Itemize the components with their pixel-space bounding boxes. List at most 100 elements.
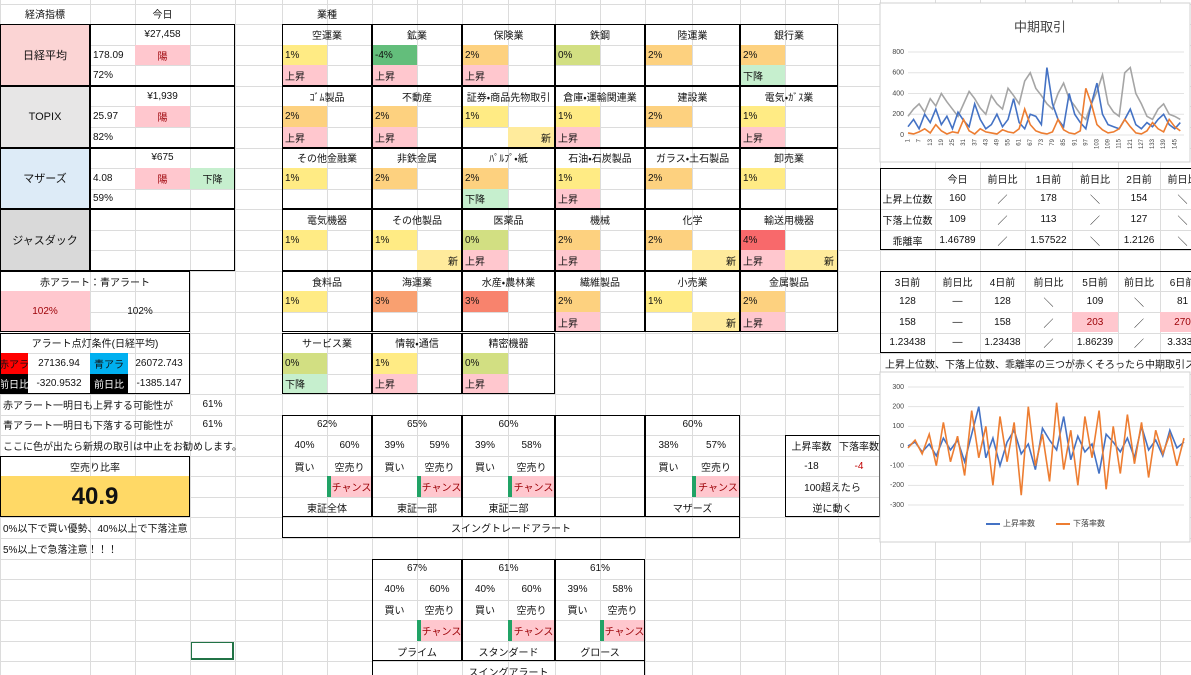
sector-change: 1% (740, 168, 785, 189)
swing-rate: 60% (682, 419, 703, 431)
sector-name: 不動産 (402, 92, 432, 104)
sector-change: 2% (282, 106, 327, 127)
alert-value: 27136.94 (38, 357, 80, 369)
sector-change: 2% (555, 291, 600, 312)
counter-note: 逆に動く (812, 503, 853, 515)
alert-title: 赤アラート：青アラート (40, 277, 150, 289)
alert-probability: 61% (202, 398, 223, 410)
swing-buy: 買い (475, 462, 495, 474)
x-tick-label: 109 (1106, 138, 1112, 149)
swing-buy: 買い (384, 606, 405, 618)
sector-name: 医薬品 (493, 215, 524, 227)
sector-name: 海運業 (402, 277, 432, 289)
trend-cell: 109 (1086, 296, 1104, 308)
trend-header: 前日比 (942, 277, 973, 289)
x-tick-label: 25 (950, 138, 956, 145)
x-tick-label: 7 (917, 138, 923, 142)
sector-status: 上昇 (462, 250, 508, 271)
series-line (907, 67, 1181, 131)
y-tick-label: 100 (892, 423, 904, 430)
trend-cell: 109 (949, 213, 966, 225)
y-tick-label: 200 (892, 404, 904, 411)
trend-cell: 128 (994, 296, 1011, 308)
cell-grid (0, 394, 1191, 396)
index-price: ¥27,458 (144, 29, 181, 41)
sector-name: 証券・商品先物取引 (466, 92, 551, 104)
sector-change: 0% (462, 229, 508, 251)
trend-cell: 178 (1040, 193, 1057, 205)
selected-cell[interactable] (190, 641, 234, 660)
x-tick-label: 133 (1150, 138, 1156, 149)
legend-label: 下落率数 (1073, 518, 1105, 528)
border-box (0, 24, 90, 86)
trend-header: 2日前 (1126, 174, 1152, 186)
swing-buy-pct: 40% (384, 583, 405, 595)
trend-cell: ＼ (1177, 236, 1188, 248)
index-candle: 陽 (135, 44, 190, 66)
trend-cell: 3.3333 (1167, 337, 1191, 349)
border-box (372, 270, 462, 333)
sector-status: 上昇 (555, 127, 600, 148)
y-tick-label: 800 (892, 49, 904, 56)
trend-cell: 158 (899, 316, 916, 328)
x-tick-label: 61 (1017, 138, 1023, 145)
index-ratio: 59% (93, 193, 114, 205)
border-box (372, 209, 462, 271)
trend-cell: 160 (949, 193, 966, 205)
alert-text: 赤アラート一明日も上昇する可能性が (3, 400, 173, 412)
trend-header: 4日前 (989, 277, 1016, 289)
y-tick-label: 400 (892, 90, 904, 97)
cell-grid (508, 0, 509, 675)
cell-grid (190, 0, 191, 675)
cell-grid (417, 0, 418, 675)
header-cell: 経済指標 (25, 10, 65, 22)
short-ratio-title: 空売り比率 (70, 462, 120, 474)
sector-name: 電気機器 (307, 215, 347, 227)
swing-buy: 買い (567, 606, 588, 618)
series-line (907, 402, 1185, 496)
sector-change: 1% (282, 44, 327, 66)
sector-change: 2% (645, 229, 692, 251)
sector-name: ﾊﾟﾙﾌﾟ・紙 (489, 154, 528, 166)
alert-note: ここに色が出たら新規の取引は中止をお勧めします。 (3, 442, 242, 454)
sector-name: ｺﾞﾑ製品 (309, 92, 345, 104)
x-tick-label: 85 (1061, 138, 1067, 145)
x-tick-label: 73 (1039, 138, 1045, 145)
trend-cell: 128 (899, 296, 916, 308)
index-ratio: 82% (93, 131, 114, 143)
cell-grid (1072, 0, 1073, 675)
x-tick-label: 43 (983, 138, 989, 145)
sector-change: 0% (462, 353, 508, 374)
series-line (907, 88, 1181, 135)
trend-cell: 154 (1130, 193, 1148, 205)
y-tick-label: -300 (890, 502, 904, 509)
sector-change: 1% (555, 168, 600, 189)
cell-grid (90, 0, 91, 675)
sector-name: 石油・石炭製品 (568, 154, 632, 166)
swing-sell-pct: 60% (521, 583, 542, 595)
sector-status: 上昇 (372, 373, 417, 395)
index-price: ¥675 (151, 152, 174, 164)
swing-sell: 空売り (334, 462, 365, 474)
cell-grid (0, 640, 1191, 642)
x-tick-label: 37 (972, 138, 978, 145)
border-box (282, 24, 372, 86)
border-box (0, 209, 90, 271)
sector-status: 上昇 (740, 250, 785, 271)
cell-grid (838, 0, 839, 675)
index-change: 25.97 (93, 111, 119, 123)
border-box (282, 147, 372, 210)
sector-status: 上昇 (740, 127, 785, 148)
x-tick-label: 127 (1139, 138, 1145, 149)
border-box (282, 209, 372, 271)
border-box (462, 85, 555, 148)
swing-sell-pct: 58% (521, 440, 542, 452)
sector-change: 1% (462, 106, 508, 127)
trend-cell: 81 (1176, 296, 1189, 308)
index-name: マザーズ (0, 147, 90, 210)
sector-change: 3% (462, 291, 508, 312)
index-price: ¥1,939 (147, 90, 178, 102)
swing-chance: チャンス (508, 476, 555, 497)
sector-name: その他金融業 (297, 154, 357, 166)
